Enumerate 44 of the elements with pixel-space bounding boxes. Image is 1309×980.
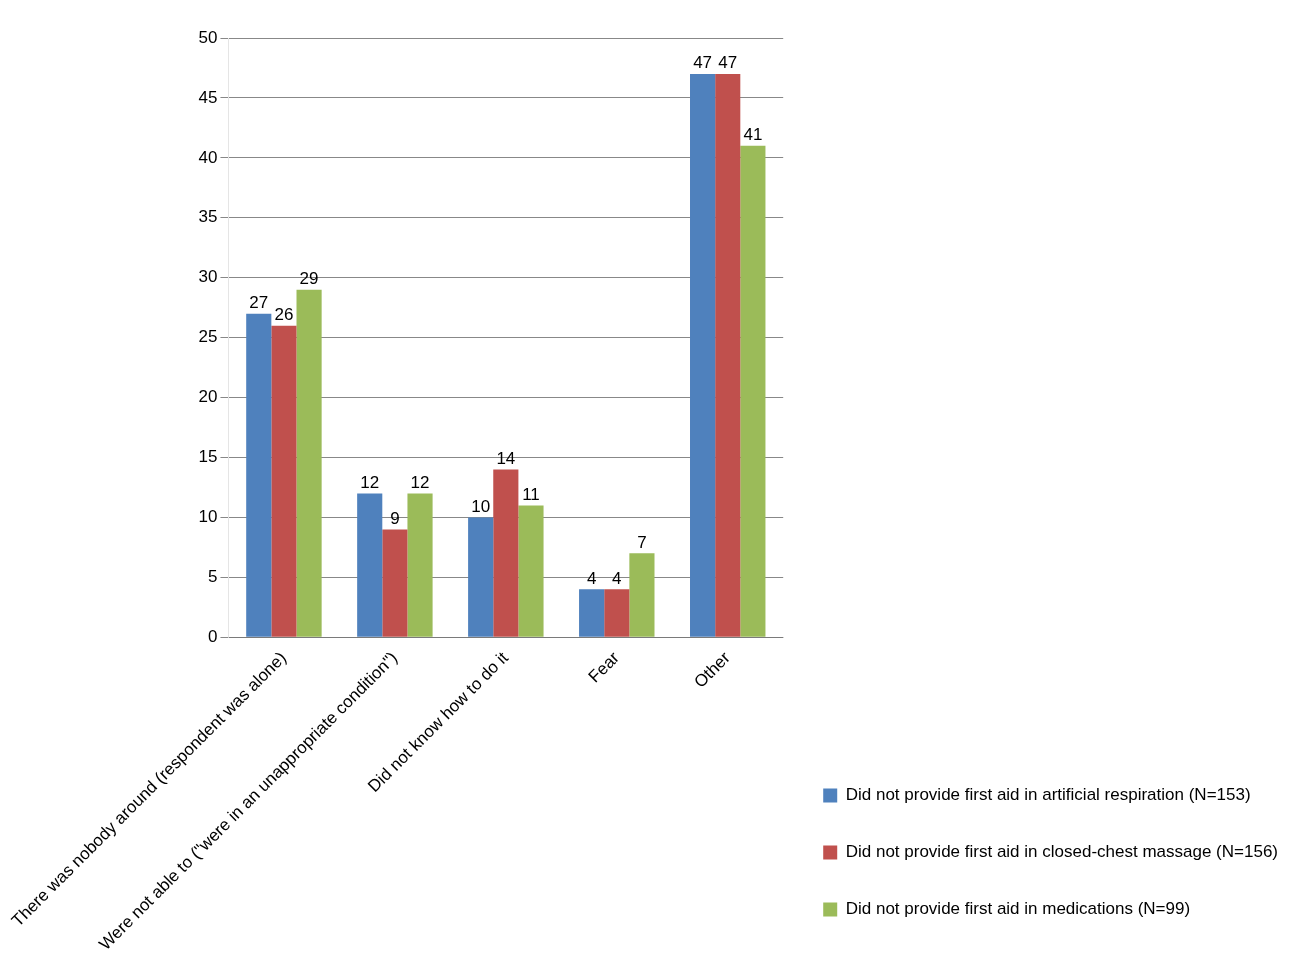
data-label: 47 xyxy=(718,53,738,73)
y-tick-label: 10 xyxy=(198,507,218,527)
legend-label: Did not provide first aid in closed-chest massage (N=156) xyxy=(845,842,1279,862)
y-tick-label: 25 xyxy=(198,327,218,347)
data-label: 12 xyxy=(410,472,430,492)
data-label: 4 xyxy=(586,568,597,588)
bar xyxy=(493,469,519,637)
bar xyxy=(407,493,433,637)
data-label: 14 xyxy=(496,448,516,468)
legend-label: Did not provide first aid in artificial respiration (N=153) xyxy=(845,785,1251,805)
legend-label: Did not provide first aid in medications (N=99) xyxy=(845,899,1191,919)
bar xyxy=(740,145,766,637)
bar xyxy=(271,325,297,637)
bar xyxy=(579,589,605,637)
data-label: 4 xyxy=(612,568,622,588)
bar xyxy=(629,553,655,637)
bar xyxy=(296,289,322,637)
data-label: 11 xyxy=(522,484,540,504)
bar xyxy=(715,73,741,637)
bar xyxy=(604,589,630,637)
data-label: 41 xyxy=(743,125,763,145)
y-tick-label: 35 xyxy=(198,207,218,227)
data-label: 10 xyxy=(471,496,491,516)
y-tick-label: 30 xyxy=(198,267,218,287)
bar xyxy=(690,73,716,637)
y-tick-label: 45 xyxy=(198,87,218,107)
data-label: 47 xyxy=(693,53,713,73)
data-label: 26 xyxy=(274,304,294,324)
data-label: 27 xyxy=(249,292,269,312)
bar xyxy=(518,505,544,637)
y-tick-label: 20 xyxy=(198,387,218,407)
bar xyxy=(382,529,408,637)
y-tick-label: 0 xyxy=(207,626,218,646)
bar xyxy=(357,493,383,637)
y-tick-label: 50 xyxy=(198,27,218,47)
bar xyxy=(468,517,494,637)
data-label: 7 xyxy=(637,532,647,552)
data-label: 9 xyxy=(390,508,400,528)
y-tick-label: 5 xyxy=(207,567,218,587)
bar xyxy=(246,313,272,637)
y-tick-label: 40 xyxy=(198,147,218,167)
y-tick-label: 15 xyxy=(198,447,218,467)
data-label: 29 xyxy=(299,268,319,288)
data-label: 12 xyxy=(360,472,380,492)
